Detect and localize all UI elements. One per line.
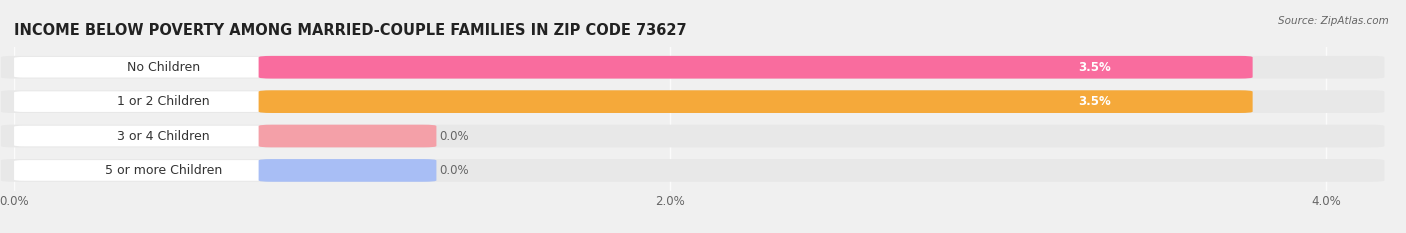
FancyBboxPatch shape (1, 159, 1385, 182)
FancyBboxPatch shape (1, 90, 1385, 113)
FancyBboxPatch shape (259, 56, 1253, 79)
Text: No Children: No Children (127, 61, 200, 74)
Text: 0.0%: 0.0% (440, 164, 470, 177)
Text: 5 or more Children: 5 or more Children (104, 164, 222, 177)
Text: 1 or 2 Children: 1 or 2 Children (117, 95, 209, 108)
FancyBboxPatch shape (259, 90, 1253, 113)
Text: Source: ZipAtlas.com: Source: ZipAtlas.com (1278, 16, 1389, 26)
Text: 0.0%: 0.0% (440, 130, 470, 143)
FancyBboxPatch shape (259, 125, 436, 147)
FancyBboxPatch shape (14, 160, 312, 181)
FancyBboxPatch shape (14, 126, 312, 146)
Text: 3.5%: 3.5% (1078, 61, 1111, 74)
Text: INCOME BELOW POVERTY AMONG MARRIED-COUPLE FAMILIES IN ZIP CODE 73627: INCOME BELOW POVERTY AMONG MARRIED-COUPL… (14, 24, 686, 38)
FancyBboxPatch shape (259, 159, 436, 182)
FancyBboxPatch shape (1, 125, 1385, 147)
Text: 3.5%: 3.5% (1078, 95, 1111, 108)
Text: 3 or 4 Children: 3 or 4 Children (117, 130, 209, 143)
FancyBboxPatch shape (14, 91, 312, 112)
FancyBboxPatch shape (1, 56, 1385, 79)
FancyBboxPatch shape (14, 57, 312, 78)
